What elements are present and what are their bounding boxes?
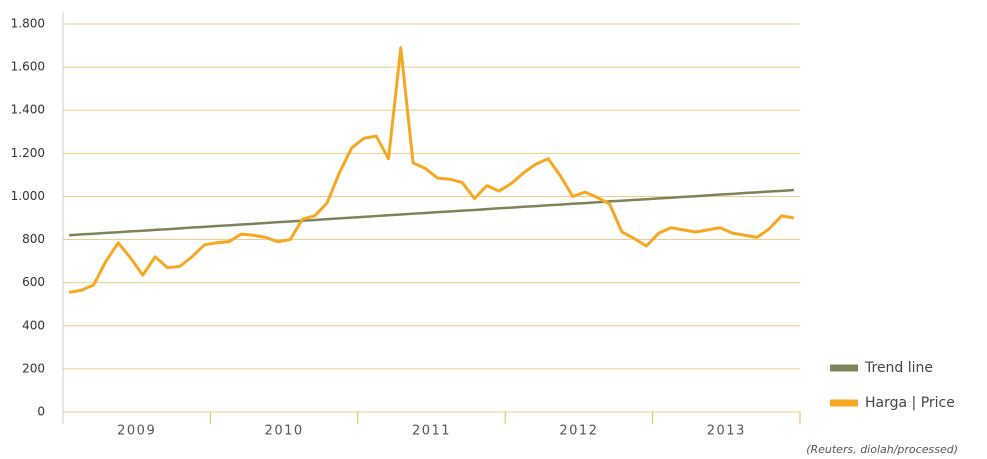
y-tick-label: 1.600 bbox=[11, 60, 45, 74]
x-tick-label: 2010 bbox=[265, 424, 304, 439]
legend-label: Harga | Price bbox=[865, 395, 955, 411]
y-tick-label: 1.800 bbox=[11, 17, 45, 31]
x-tick-label: 2013 bbox=[707, 424, 746, 439]
y-tick-label: 1.200 bbox=[11, 146, 45, 160]
y-tick-label: 200 bbox=[22, 361, 45, 375]
y-tick-label: 600 bbox=[22, 275, 45, 289]
y-tick-label: 1.000 bbox=[11, 189, 45, 203]
legend-swatch bbox=[830, 399, 858, 407]
x-tick-label: 2012 bbox=[559, 424, 598, 439]
legend-swatch bbox=[830, 364, 858, 372]
y-tick-label: 400 bbox=[22, 318, 45, 332]
y-tick-label: 0 bbox=[37, 405, 45, 419]
series-line bbox=[69, 188, 794, 237]
legend-label: Trend line bbox=[864, 360, 933, 376]
x-tick-label: 2011 bbox=[412, 424, 451, 439]
y-tick-label: 1.400 bbox=[11, 103, 45, 117]
source-note: (Reuters, diolah/processed) bbox=[806, 443, 958, 456]
series-line bbox=[68, 46, 795, 294]
y-tick-label: 800 bbox=[22, 232, 45, 246]
x-tick-label: 2009 bbox=[117, 424, 156, 439]
